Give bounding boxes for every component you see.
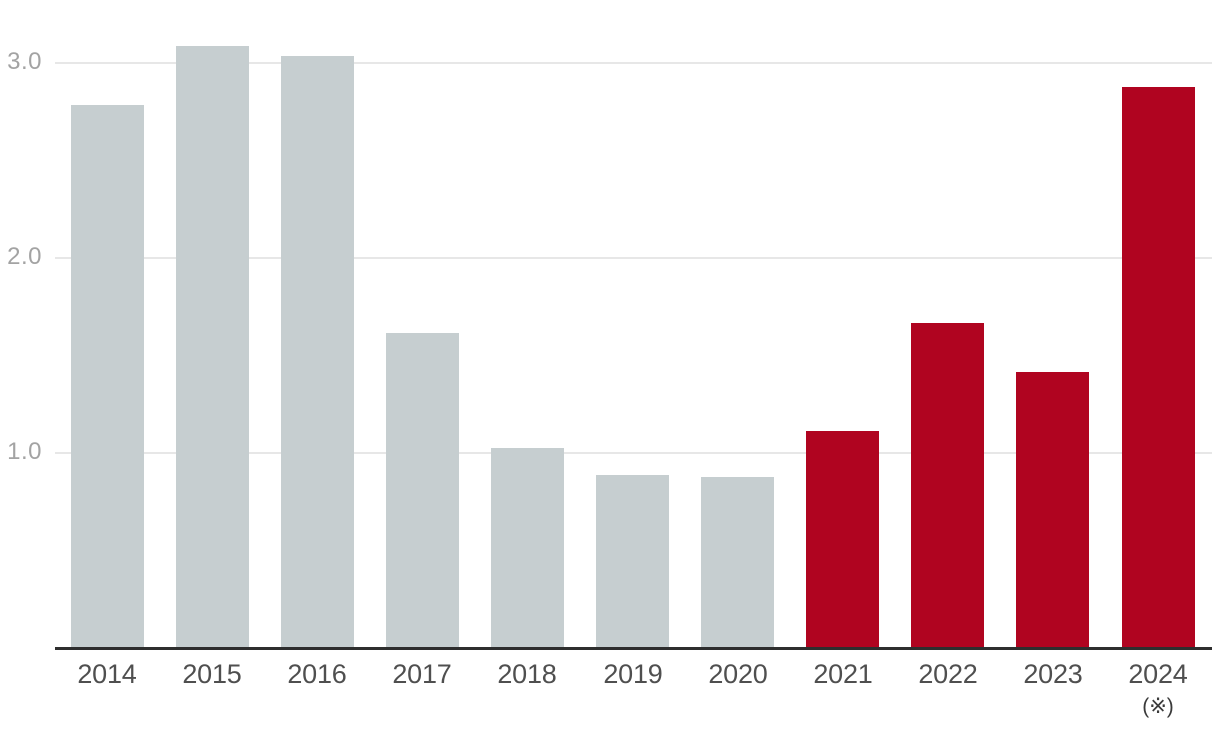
x-axis-label-2018: 2018 bbox=[497, 659, 557, 689]
bar-2021 bbox=[806, 431, 879, 647]
x-axis-label-2016: 2016 bbox=[287, 659, 347, 689]
y-axis-label-3.0: 3.0 bbox=[7, 48, 42, 75]
x-axis-label-2022: 2022 bbox=[918, 659, 978, 689]
x-axis-label-2017: 2017 bbox=[392, 659, 452, 689]
bar-2022 bbox=[911, 323, 984, 647]
bar-2016 bbox=[281, 56, 354, 647]
y-axis-label-2.0: 2.0 bbox=[7, 243, 42, 270]
bar-2020 bbox=[701, 477, 774, 647]
x-axis-label-2019: 2019 bbox=[603, 659, 663, 689]
x-axis-label-2015: 2015 bbox=[182, 659, 242, 689]
x-axis-label-2024: 2024 bbox=[1128, 659, 1188, 689]
bar-2017 bbox=[386, 333, 459, 647]
x-axis-label-2021: 2021 bbox=[813, 659, 873, 689]
gridline-3.0 bbox=[55, 62, 1212, 64]
bar-2014 bbox=[71, 105, 144, 647]
gridline-2.0 bbox=[55, 257, 1212, 259]
x-axis-line bbox=[55, 647, 1212, 650]
bar-2024 bbox=[1122, 87, 1195, 647]
x-axis-label-2020: 2020 bbox=[708, 659, 768, 689]
bar-2015 bbox=[176, 46, 249, 647]
x-axis-label-2014: 2014 bbox=[77, 659, 137, 689]
y-axis-label-1.0: 1.0 bbox=[7, 438, 42, 465]
x-axis-label-2023: 2023 bbox=[1023, 659, 1083, 689]
bar-2019 bbox=[596, 475, 669, 647]
x-axis-annotation: (※) bbox=[1142, 695, 1174, 718]
bar-2023 bbox=[1016, 372, 1089, 647]
bar-2018 bbox=[491, 448, 564, 647]
gridline-1.0 bbox=[55, 452, 1212, 454]
